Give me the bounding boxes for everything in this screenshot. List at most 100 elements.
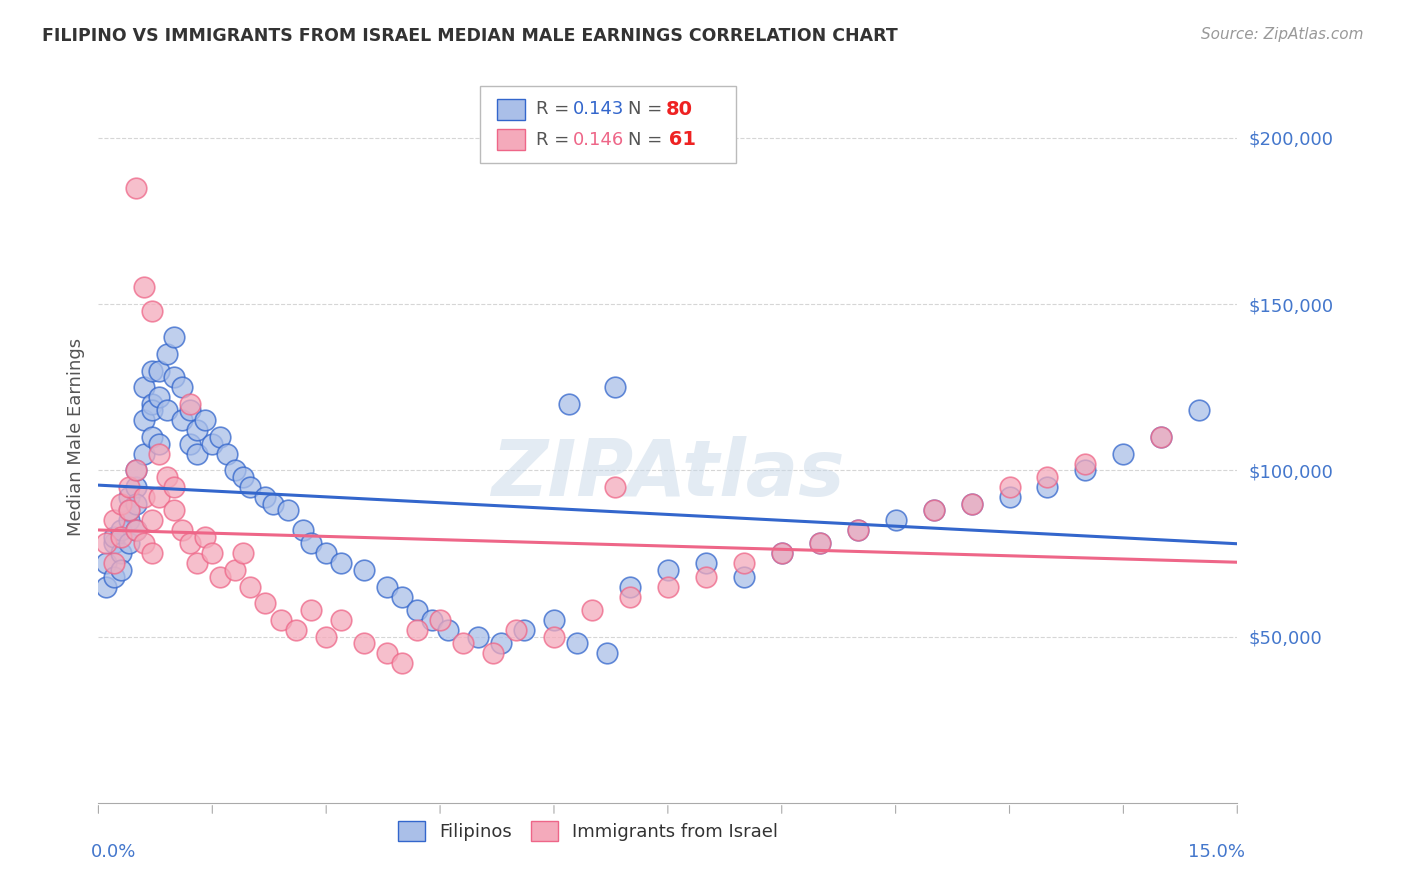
Point [695, 557, 717, 571]
Point [224, 463, 246, 477]
Point [194, 530, 217, 544]
Point [770, 546, 793, 560]
Point [603, 480, 626, 494]
Point [125, 497, 148, 511]
Point [186, 557, 208, 571]
Point [406, 623, 429, 637]
Point [201, 436, 224, 450]
FancyBboxPatch shape [498, 99, 526, 120]
Point [543, 613, 565, 627]
Point [94, 557, 117, 571]
Point [315, 546, 337, 560]
Point [770, 546, 793, 560]
Point [1036, 470, 1059, 484]
Point [565, 636, 588, 650]
Point [125, 463, 148, 477]
Point [998, 480, 1021, 494]
Point [103, 536, 125, 550]
Text: N =: N = [628, 100, 668, 118]
Point [110, 563, 132, 577]
Point [141, 546, 163, 560]
Point [132, 413, 155, 427]
Point [132, 447, 155, 461]
Point [141, 303, 163, 318]
Point [1150, 430, 1173, 444]
Point [148, 490, 170, 504]
Point [141, 430, 163, 444]
Point [132, 536, 155, 550]
Point [558, 397, 581, 411]
Point [960, 497, 983, 511]
Point [543, 630, 565, 644]
Point [94, 536, 117, 550]
Point [429, 613, 451, 627]
Point [141, 403, 163, 417]
Point [141, 397, 163, 411]
Legend: Filipinos, Immigrants from Israel: Filipinos, Immigrants from Israel [391, 814, 786, 848]
Point [284, 623, 307, 637]
Y-axis label: Median Male Earnings: Median Male Earnings [66, 338, 84, 536]
Point [482, 646, 505, 660]
Point [103, 513, 125, 527]
Point [270, 613, 292, 627]
Point [170, 380, 193, 394]
Point [148, 390, 170, 404]
Text: N =: N = [628, 130, 668, 149]
Point [391, 590, 413, 604]
Point [208, 430, 231, 444]
Point [596, 646, 619, 660]
Point [148, 363, 170, 377]
Point [846, 523, 869, 537]
Point [353, 636, 375, 650]
Point [884, 513, 907, 527]
Point [254, 490, 277, 504]
Point [603, 380, 626, 394]
Point [179, 403, 201, 417]
Point [406, 603, 429, 617]
Point [125, 180, 148, 194]
Point [846, 523, 869, 537]
Point [960, 497, 983, 511]
Point [201, 546, 224, 560]
Point [330, 557, 353, 571]
Point [581, 603, 603, 617]
Text: Source: ZipAtlas.com: Source: ZipAtlas.com [1201, 27, 1364, 42]
Text: R =: R = [536, 100, 575, 118]
Point [808, 536, 831, 550]
Point [110, 523, 132, 537]
Point [141, 363, 163, 377]
Point [489, 636, 512, 650]
Point [277, 503, 299, 517]
Point [179, 397, 201, 411]
Point [217, 447, 239, 461]
Point [170, 523, 193, 537]
Point [512, 623, 534, 637]
Point [808, 536, 831, 550]
Point [1150, 430, 1173, 444]
FancyBboxPatch shape [498, 129, 526, 150]
Point [125, 463, 148, 477]
Point [330, 613, 353, 627]
Text: 0.146: 0.146 [574, 130, 624, 149]
Point [163, 503, 186, 517]
Point [1036, 480, 1059, 494]
Point [922, 503, 945, 517]
Point [292, 523, 315, 537]
Point [299, 603, 322, 617]
Text: 15.0%: 15.0% [1188, 843, 1244, 861]
Point [1074, 457, 1097, 471]
Point [156, 403, 179, 417]
Point [132, 280, 155, 294]
Point [299, 536, 322, 550]
Text: R =: R = [536, 130, 575, 149]
Point [375, 580, 398, 594]
Text: 61: 61 [662, 130, 696, 149]
Point [619, 590, 641, 604]
FancyBboxPatch shape [479, 86, 737, 163]
Point [224, 563, 246, 577]
Point [208, 570, 231, 584]
Point [422, 613, 444, 627]
Point [922, 503, 945, 517]
Point [451, 636, 474, 650]
Point [94, 580, 117, 594]
